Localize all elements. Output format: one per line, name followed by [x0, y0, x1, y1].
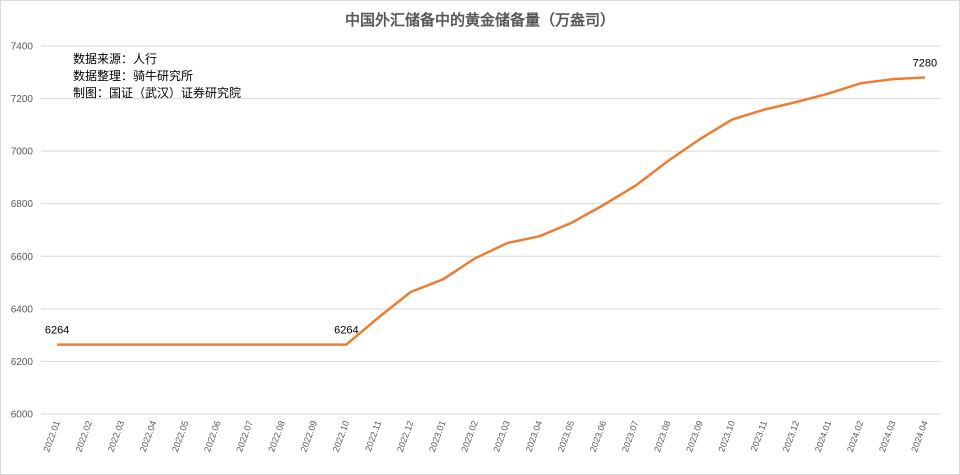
x-tick-label: 2023.12: [781, 419, 802, 453]
data-labels: 6264 6264 7280: [45, 58, 937, 337]
x-tick-label: 2023.02: [459, 419, 480, 453]
x-tick-label: 2023.05: [556, 419, 577, 453]
x-tick-label: 2023.06: [588, 419, 609, 453]
x-tick-label: 2022.08: [266, 419, 287, 453]
data-label: 6264: [334, 325, 358, 337]
y-tick-label: 7200: [11, 94, 34, 105]
y-tick-label: 6400: [11, 304, 34, 315]
y-tick-label: 7000: [11, 147, 34, 158]
y-tick-label: 6800: [11, 199, 34, 210]
series-line: [57, 76, 925, 346]
x-tick-label: 2022.06: [202, 419, 223, 453]
x-tick-label: 2022.03: [106, 419, 127, 453]
y-axis-ticks: 6000 6200 6400 6600 6800 7000 7200 7400: [11, 42, 34, 421]
x-tick-label: 2022.04: [138, 419, 159, 453]
note-chart-by: 制图：国证（武汉）证券研究院: [73, 86, 242, 100]
x-tick-label: 2023.10: [716, 419, 737, 453]
chart-title: 中国外汇储备中的黄金储备量（万盎司）: [344, 11, 615, 29]
y-tick-label: 6200: [11, 357, 34, 368]
x-tick-label: 2023.11: [749, 419, 769, 452]
source-notes: 数据来源：人行 数据整理：骑牛研究所 制图：国证（武汉）证券研究院: [73, 51, 241, 102]
x-tick-label: 2023.09: [684, 419, 705, 453]
x-tick-label: 2023.03: [491, 419, 512, 453]
x-tick-label: 2023.04: [524, 419, 545, 453]
x-tick-label: 2022.12: [395, 419, 416, 453]
x-tick-label: 2022.07: [234, 419, 255, 453]
y-tick-label: 7400: [11, 42, 34, 53]
x-tick-label: 2024.02: [845, 419, 866, 453]
y-tick-label: 6600: [11, 252, 34, 263]
x-tick-label: 2023.08: [652, 419, 673, 453]
x-tick-label: 2024.03: [877, 419, 898, 453]
x-tick-label: 2022.11: [363, 419, 383, 452]
x-tick-label: 2022.09: [299, 419, 320, 453]
note-source: 数据来源：人行: [73, 52, 158, 66]
x-tick-label: 2022.02: [74, 419, 95, 453]
note-compiler: 数据整理：骑牛研究所: [73, 69, 194, 83]
x-tick-label: 2022.10: [331, 419, 352, 453]
x-tick-label: 2024.01: [813, 419, 834, 453]
data-label: 6264: [45, 325, 69, 337]
x-tick-label: 2023.07: [620, 419, 641, 453]
x-tick-label: 2022.05: [170, 419, 191, 453]
gridlines: [41, 45, 941, 415]
x-axis-ticks: 2022.01 2022.02 2022.03 2022.04 2022.05 2022.…: [41, 419, 929, 453]
data-label: 7280: [913, 58, 937, 70]
x-tick-label: 2023.01: [427, 419, 448, 453]
y-tick-label: 6000: [11, 410, 34, 421]
x-tick-label: 2022.01: [41, 419, 62, 453]
x-tick-label: 2024.04: [909, 419, 930, 453]
